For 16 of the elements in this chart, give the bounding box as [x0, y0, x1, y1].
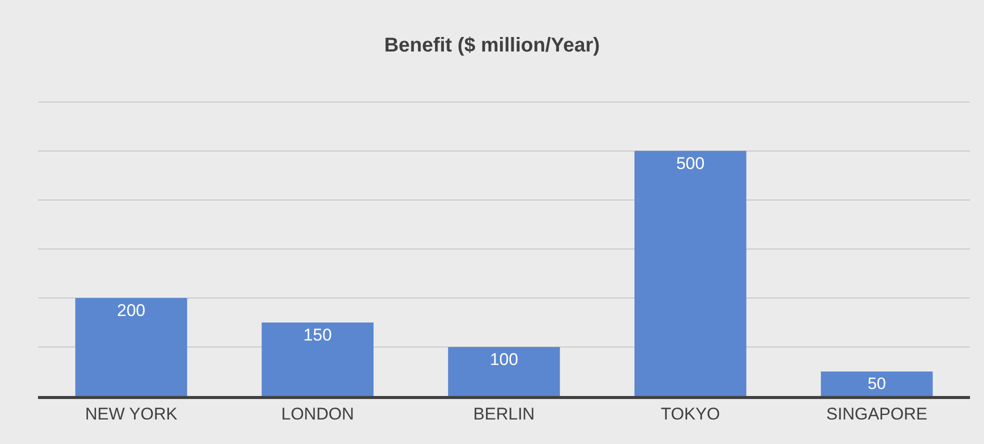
x-tick-label: TOKYO	[660, 404, 720, 424]
data-label: 200	[117, 300, 146, 320]
x-tick-label: BERLIN	[473, 404, 535, 424]
data-label: 50	[868, 374, 886, 394]
bar	[262, 322, 374, 396]
bar	[448, 346, 560, 396]
bar	[820, 371, 933, 396]
bar	[634, 150, 746, 396]
data-label: 100	[490, 350, 518, 369]
data-label: 150	[303, 325, 332, 344]
data-label: 500	[676, 154, 705, 173]
chart-title: Benefit ($ million/Year)	[384, 34, 600, 56]
x-tick-label: SINGAPORE	[826, 404, 928, 424]
x-tick-label: NEW YORK	[85, 404, 178, 424]
bar	[75, 298, 188, 396]
x-tick-label: LONDON	[281, 404, 354, 424]
